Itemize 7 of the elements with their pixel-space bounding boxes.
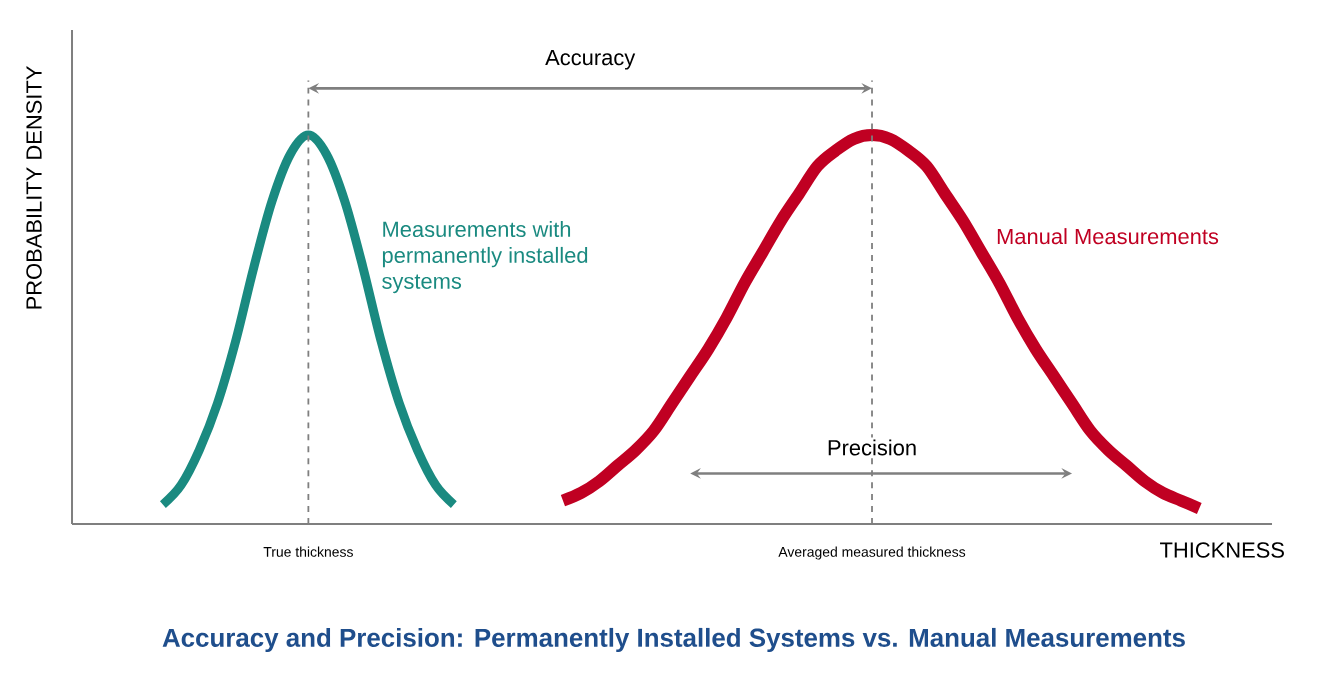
series-label: Measurements with permanently installed systems [382, 221, 588, 294]
annotation: Precision [828, 439, 916, 456]
text: Accuracy [545, 50, 636, 70]
series-label: Manual Measurements [997, 228, 1219, 245]
text: Accuracy and Precision: Permanently Installed Systems vs. Manual Measurements [162, 627, 1185, 653]
y-axis-title: PROBABILITY DENSITY [26, 66, 42, 309]
x-axis-title: THICKNESS [1160, 542, 1284, 558]
